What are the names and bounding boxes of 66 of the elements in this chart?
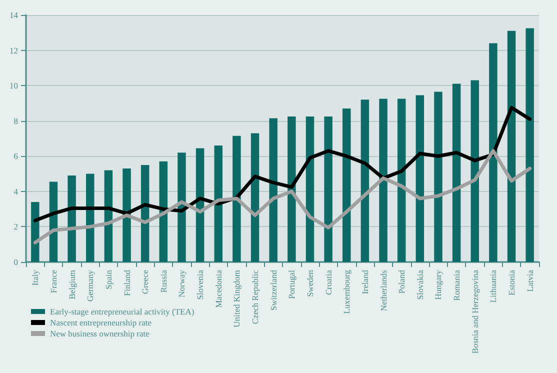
x-tick-label: Russia <box>158 270 168 293</box>
x-tick-label: Latvia <box>524 270 535 292</box>
bar <box>288 116 296 262</box>
x-tick-label: Romania <box>452 270 462 301</box>
x-tick-label: Switzerland <box>268 269 278 311</box>
bar <box>452 84 461 262</box>
bar <box>232 136 241 262</box>
bar <box>214 146 222 262</box>
bar <box>342 108 351 262</box>
bar <box>507 30 516 262</box>
x-tick-label: Lithuania <box>488 270 498 303</box>
bar <box>324 116 332 262</box>
legend-label: Nascent entrepreneurship rate <box>50 318 152 328</box>
x-tick-label: Netherlands <box>378 270 388 312</box>
x-tick-label: Macedonia <box>213 270 224 308</box>
bar <box>159 161 168 262</box>
x-tick-label: Estonia <box>506 270 517 296</box>
y-tick-label: 0 <box>14 257 18 267</box>
x-tick-label: Belgium <box>66 270 77 300</box>
bar <box>196 148 204 262</box>
bar <box>416 95 424 262</box>
x-tick-label: Luxembourg <box>342 269 352 314</box>
bar <box>269 118 278 262</box>
bar <box>360 100 370 262</box>
x-tick-label: Finland <box>122 269 132 296</box>
x-tick-label: France <box>48 270 58 294</box>
y-tick-label: 8 <box>14 116 18 126</box>
x-tick-label: Hungary <box>433 269 444 300</box>
x-tick-label: Sweden <box>304 269 315 297</box>
bar <box>31 202 40 262</box>
bar <box>178 152 186 262</box>
line-series <box>33 149 532 244</box>
y-tick-label: 6 <box>14 151 18 162</box>
x-tick-label: Norway <box>176 269 187 298</box>
bar <box>470 80 479 262</box>
x-tick-label: Croatia <box>323 270 334 296</box>
x-tick-label: Spain <box>103 269 114 290</box>
bar <box>489 43 498 262</box>
x-tick-label: Czech Republic <box>250 270 260 324</box>
x-tick-label: Portugal <box>286 269 297 299</box>
x-tick-label: Ireland <box>360 269 370 294</box>
x-tick-label: Slovenia <box>195 270 206 300</box>
legend-label: New business ownership rate <box>50 328 150 338</box>
bar <box>526 28 534 262</box>
bar <box>434 92 442 262</box>
x-tick-label: Bosnia and Herzegovina <box>470 270 480 354</box>
bar <box>122 168 131 262</box>
x-tick-label: Germany <box>85 269 96 302</box>
x-tick-label: Italy <box>30 269 40 286</box>
bar <box>140 164 150 262</box>
bar <box>397 98 406 262</box>
y-tick-label: 14 <box>10 10 19 20</box>
bar <box>379 98 388 262</box>
y-tick-label: 2 <box>14 222 18 232</box>
x-tick-label: Slovakia <box>414 270 425 300</box>
x-tick-label: Greece <box>140 270 150 294</box>
legend-label: Early-stage entrepreneurial activity (TEA) <box>50 306 194 316</box>
y-tick-label: 4 <box>14 186 19 196</box>
bar <box>68 176 76 262</box>
bar <box>306 116 314 262</box>
y-tick-label: 10 <box>10 80 18 91</box>
line-series <box>33 106 532 222</box>
bar <box>250 133 260 262</box>
x-tick-label: Poland <box>396 269 407 294</box>
x-tick-label: United Kingdom <box>232 270 242 328</box>
y-tick-label: 12 <box>10 45 18 56</box>
